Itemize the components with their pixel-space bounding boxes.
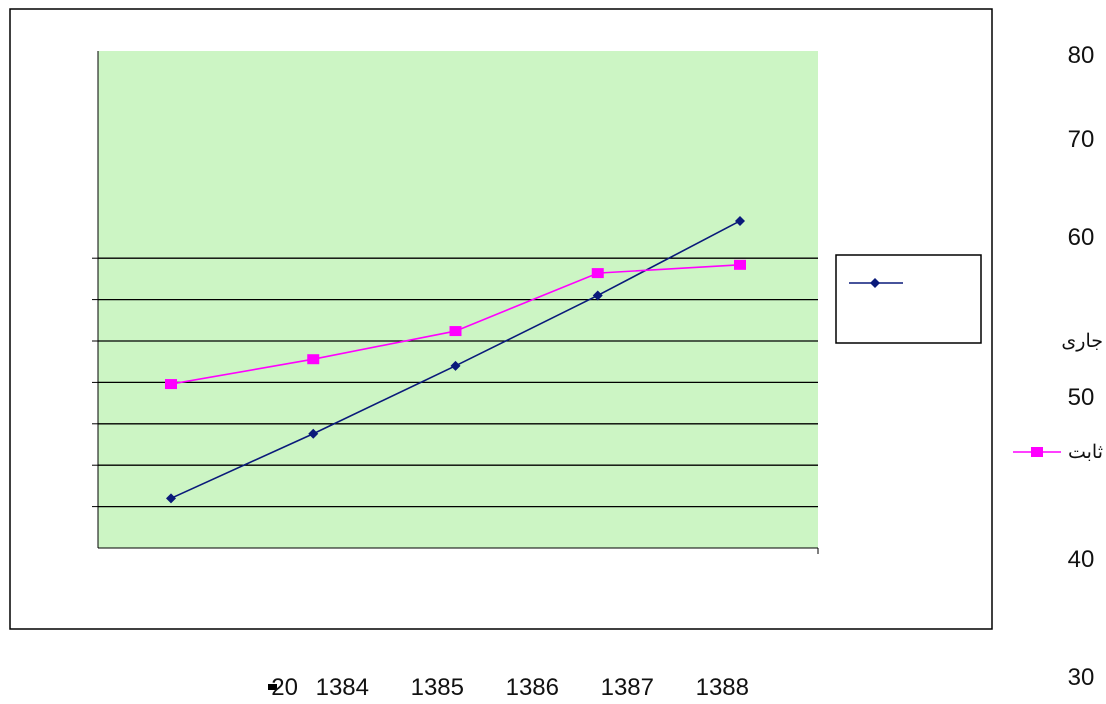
- series-layer: [165, 215, 746, 504]
- data-point: [166, 493, 176, 504]
- x-tick-label: 1385: [411, 674, 464, 701]
- legend-marker: [1031, 447, 1043, 457]
- data-point: [308, 428, 319, 439]
- x-tick-labels: 20 1384 1385 1386 1387 1388: [268, 674, 749, 701]
- data-point: [735, 215, 745, 226]
- y-tick-label: 40: [1068, 546, 1095, 573]
- x-tick-label: 20: [271, 674, 298, 701]
- y-tick-label: 80: [1068, 42, 1095, 69]
- x-tick-label: 1387: [601, 674, 654, 701]
- gridlines: [92, 257, 819, 554]
- y-tick-label: 50: [1068, 384, 1095, 411]
- data-point: [449, 326, 462, 337]
- y-tick-labels: 80 70 60 50 40 30: [1068, 42, 1095, 691]
- legend-label: جاری: [1061, 331, 1103, 352]
- legend-items: جاری ثابت: [849, 278, 1103, 463]
- axes: [97, 51, 818, 549]
- y-tick-label: 60: [1068, 224, 1095, 251]
- data-point: [450, 360, 461, 371]
- x-tick-label: 1388: [696, 674, 749, 701]
- legend-marker: [870, 278, 880, 288]
- data-point: [165, 379, 177, 390]
- data-point: [591, 268, 604, 279]
- x-tick-label: 1384: [316, 674, 369, 701]
- data-point: [307, 354, 320, 365]
- y-tick-label: 70: [1068, 126, 1095, 153]
- data-point: [592, 290, 603, 301]
- x-axis-marker: [268, 684, 277, 690]
- legend: جاری ثابت: [835, 254, 1103, 463]
- legend-label: ثابت: [1068, 442, 1103, 463]
- x-tick-label: 1386: [506, 674, 559, 701]
- y-tick-label: 30: [1068, 664, 1095, 691]
- legend-box: [835, 254, 982, 344]
- data-point: [734, 259, 746, 270]
